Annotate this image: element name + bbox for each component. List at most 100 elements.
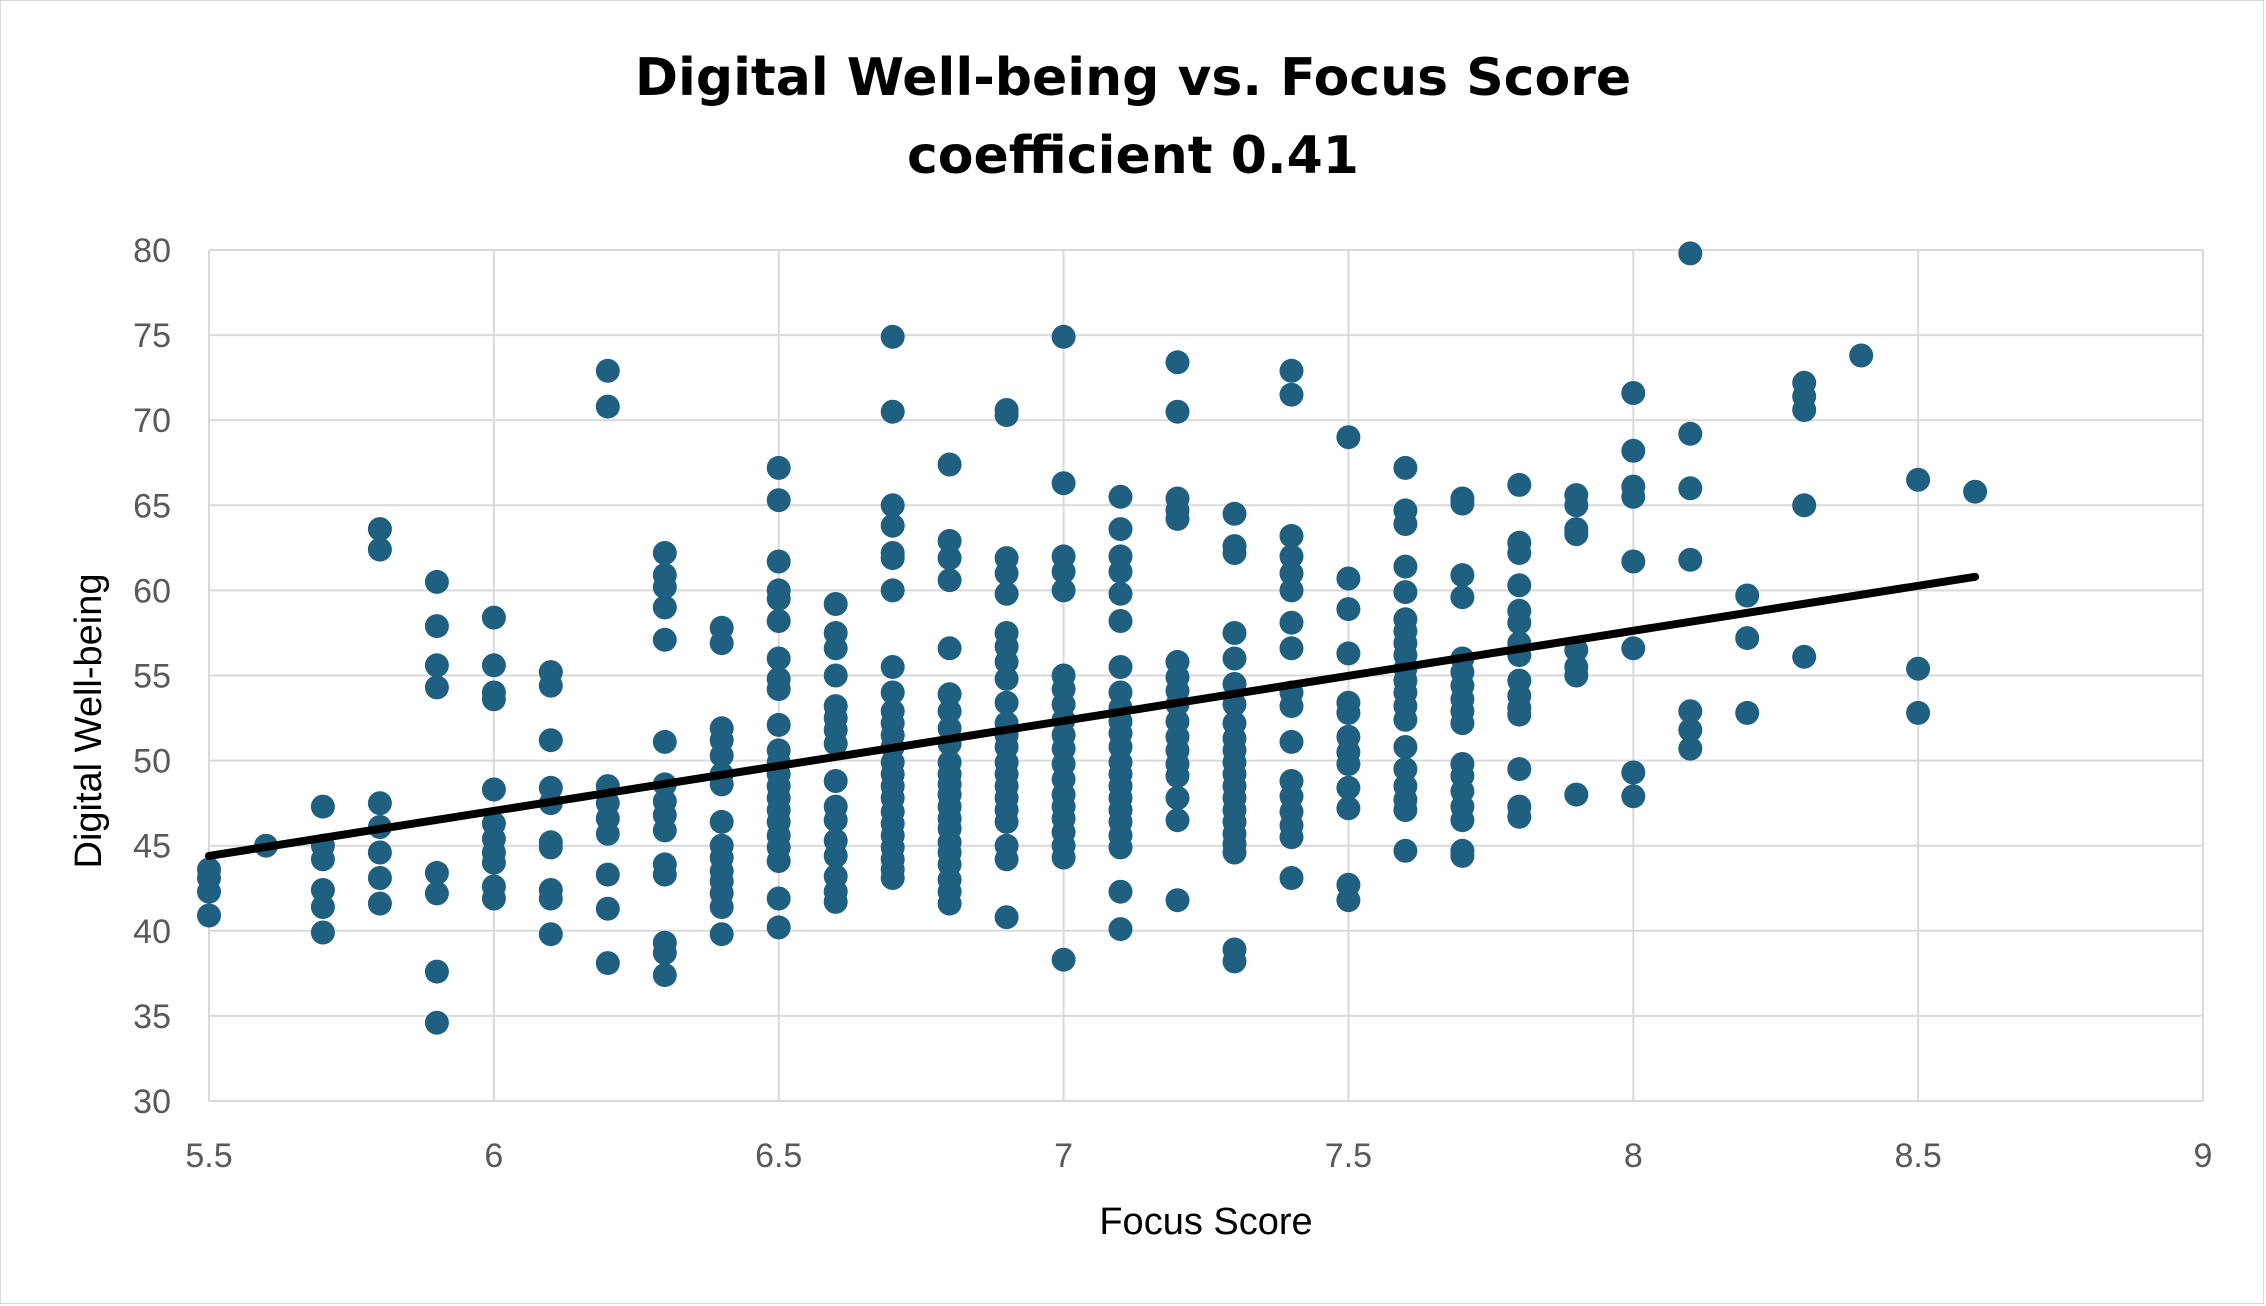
data-points [197,241,1988,1035]
data-point [1621,381,1646,405]
data-point [1279,382,1304,407]
data-point [1108,655,1133,679]
data-point [1621,636,1646,661]
data-point [1678,421,1703,446]
data-point [709,895,734,919]
data-point [994,905,1019,930]
data-point [1735,700,1760,725]
data-point [880,324,905,349]
x-tick-label: 5.5 [185,1137,232,1175]
data-point [1222,501,1247,526]
data-point [1051,324,1076,349]
data-point [1621,438,1646,463]
data-point [595,821,620,846]
trendline [205,572,1980,860]
data-point [1393,580,1418,605]
y-axis-title: Digital Well-being [68,574,110,869]
data-point [1393,757,1418,782]
data-point [310,920,335,945]
data-point [1507,472,1532,497]
data-point [823,769,848,793]
data-point [1165,808,1190,833]
data-point [1222,541,1247,565]
data-point [709,809,734,834]
data-point [652,595,677,620]
data-point [1564,782,1589,807]
data-point [1678,241,1703,266]
data-point [1222,840,1247,865]
data-point [1051,578,1076,603]
data-point [1279,694,1304,719]
data-point [1849,343,1874,368]
data-point [880,493,905,518]
data-point [1450,808,1475,833]
data-point [823,636,848,661]
data-point [1222,646,1247,671]
data-point [823,731,848,756]
data-point [1336,700,1361,725]
data-point [766,549,791,574]
y-tick-label: 50 [133,743,171,781]
data-point [1621,484,1646,509]
data-point [1108,879,1133,904]
data-point [1678,476,1703,501]
data-point [766,712,791,737]
data-point [880,680,905,705]
x-tick-label: 9 [2194,1137,2213,1175]
data-point [880,655,905,679]
data-point [937,568,962,593]
data-point [823,843,848,868]
data-point [937,682,962,707]
data-point [1450,711,1475,736]
data-point [937,452,962,477]
data-point [1165,506,1190,531]
data-point [1279,561,1304,586]
x-tick-label: 6 [484,1137,503,1175]
data-point [1792,493,1817,518]
data-point [937,699,962,724]
data-point [595,951,620,976]
data-point [1279,578,1304,603]
data-point [880,546,905,571]
data-point [1678,736,1703,761]
data-point [424,881,449,906]
data-point [1108,484,1133,509]
data-point [1393,838,1418,863]
data-point [880,578,905,603]
y-tick-label: 60 [133,572,171,610]
data-point [424,569,449,594]
data-point [1336,566,1361,591]
data-point [994,847,1019,872]
data-point [367,891,392,916]
data-point [1507,610,1532,635]
data-point [1507,702,1532,727]
data-point [937,529,962,553]
data-point [766,455,791,480]
data-point [994,561,1019,586]
data-point [310,847,335,872]
data-point [652,818,677,843]
data-point [538,835,563,860]
data-point [1108,559,1133,584]
data-point [367,517,392,542]
data-point [766,609,791,633]
data-point [1450,563,1475,588]
data-point [1279,866,1304,890]
data-point [1393,707,1418,732]
data-point [1336,888,1361,913]
data-point [1906,467,1931,492]
data-point [1279,610,1304,635]
y-tick-label: 80 [133,232,171,270]
data-point [994,581,1019,606]
x-tick-label: 7.5 [1325,1137,1372,1175]
data-point [937,891,962,916]
data-point [823,663,848,688]
data-point [538,673,563,698]
y-tick-label: 40 [133,913,171,951]
data-point [1792,644,1817,669]
data-point [310,878,335,902]
data-point [994,666,1019,691]
data-point [1336,752,1361,776]
data-point [1450,585,1475,610]
data-point [823,808,848,833]
